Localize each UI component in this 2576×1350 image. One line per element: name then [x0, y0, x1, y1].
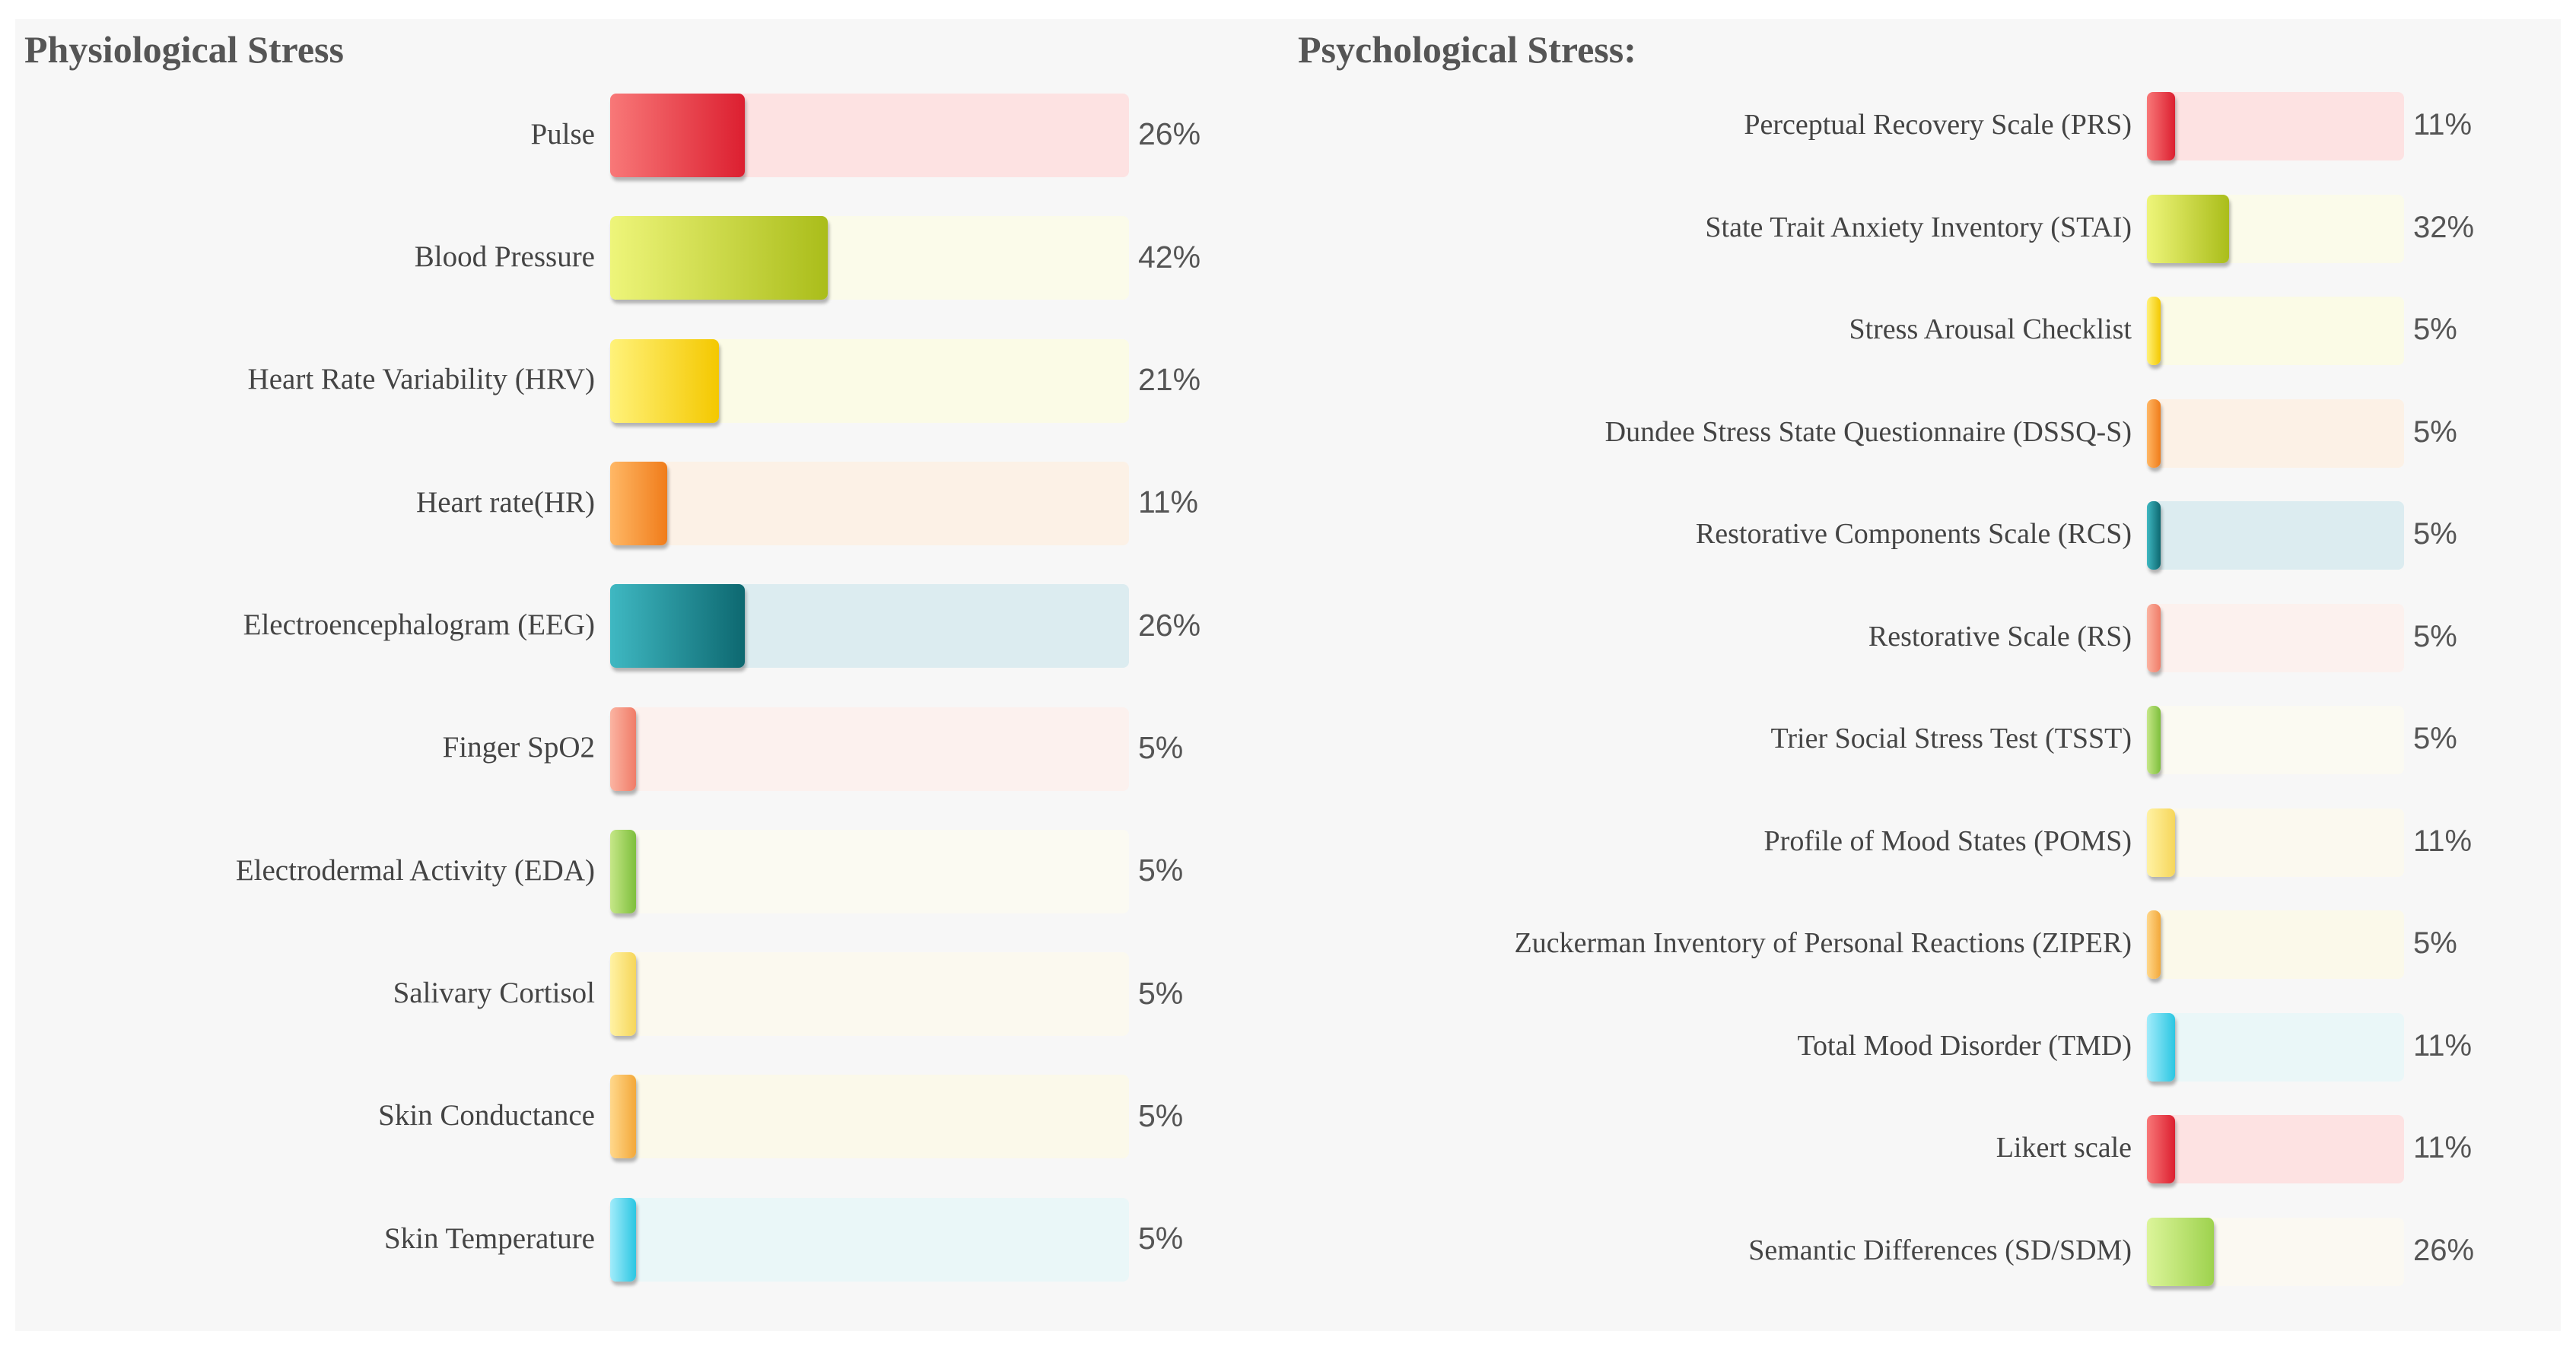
psycho-restorative-scale-rs-track: [2147, 603, 2404, 672]
physio-salivary-cortisol-track: [610, 952, 1129, 1037]
physio-heart-rate-hr-bar: [610, 461, 668, 545]
physio-salivary-cortisol-label: Salivary Cortisol: [393, 976, 595, 1009]
chart-frame: [15, 19, 2561, 1331]
physio-skin-temperature-bar: [610, 1197, 637, 1282]
psycho-total-mood-disorder-tmd-value: 11%: [2413, 1028, 2473, 1063]
psycho-dundee-stress-state-questionnaire-dssq-s-label: Dundee Stress State Questionnaire (DSSQ-…: [1604, 415, 2132, 448]
physio-skin-temperature-label: Skin Temperature: [383, 1221, 595, 1255]
physiological-stress-title: Physiological Stress: [24, 28, 344, 71]
physio-heart-rate-hr-label: Heart rate(HR): [416, 485, 595, 519]
physio-blood-pressure-bar: [610, 216, 828, 300]
psycho-state-trait-anxiety-inventory-stai-bar: [2147, 194, 2230, 263]
physio-finger-spo2-value: 5%: [1138, 729, 1184, 765]
physio-skin-temperature-track: [610, 1197, 1129, 1282]
physio-skin-conductance-value: 5%: [1138, 1097, 1184, 1133]
physio-electrodermal-activity-eda-label: Electrodermal Activity (EDA): [235, 853, 595, 887]
physio-salivary-cortisol-bar: [610, 952, 637, 1037]
physio-finger-spo2-label: Finger SpO2: [442, 731, 595, 764]
psycho-perceptual-recovery-scale-prs-label: Perceptual Recovery Scale (PRS): [1744, 109, 2132, 141]
psychological-stress-title: Psychological Stress:: [1298, 28, 1636, 71]
psycho-trier-social-stress-test-tsst-track: [2147, 706, 2404, 774]
psycho-stress-arousal-checklist-label: Stress Arousal Checklist: [1849, 313, 2132, 346]
psycho-restorative-scale-rs-value: 5%: [2413, 619, 2457, 653]
psycho-semantic-differences-sd-sdm-bar: [2147, 1217, 2214, 1286]
physio-electroencephalogram-eeg-bar: [610, 584, 746, 669]
physio-electrodermal-activity-eda-bar: [610, 829, 637, 913]
physio-pulse-label: Pulse: [530, 117, 595, 151]
psycho-state-trait-anxiety-inventory-stai-value: 32%: [2413, 210, 2475, 244]
physio-heart-rate-variability-hrv-bar: [610, 338, 720, 423]
psycho-stress-arousal-checklist-track: [2147, 297, 2404, 365]
psycho-restorative-components-scale-rcs-track: [2147, 501, 2404, 570]
physio-electrodermal-activity-eda-value: 5%: [1138, 853, 1184, 888]
physio-heart-rate-variability-hrv-label: Heart Rate Variability (HRV): [247, 363, 595, 396]
psycho-total-mood-disorder-tmd-bar: [2147, 1012, 2176, 1082]
psycho-trier-social-stress-test-tsst-label: Trier Social Stress Test (TSST): [1770, 723, 2132, 755]
psycho-stress-arousal-checklist-value: 5%: [2413, 313, 2457, 346]
physio-finger-spo2-bar: [610, 707, 637, 791]
psycho-trier-social-stress-test-tsst-value: 5%: [2413, 722, 2457, 755]
psycho-zuckerman-inventory-of-personal-reactions-ziper-value: 5%: [2413, 926, 2457, 960]
psycho-profile-of-mood-states-poms-bar: [2147, 808, 2176, 877]
psycho-stress-arousal-checklist-bar: [2147, 297, 2161, 365]
physio-skin-conductance-track: [610, 1075, 1129, 1159]
psycho-profile-of-mood-states-poms-value: 11%: [2413, 824, 2473, 858]
psycho-profile-of-mood-states-poms-track: [2147, 808, 2404, 877]
psycho-semantic-differences-sd-sdm-value: 26%: [2413, 1233, 2475, 1267]
physio-finger-spo2-track: [610, 707, 1129, 791]
psycho-perceptual-recovery-scale-prs-track: [2147, 92, 2404, 160]
psycho-trier-social-stress-test-tsst-bar: [2147, 706, 2161, 774]
psycho-restorative-components-scale-rcs-label: Restorative Components Scale (RCS): [1695, 518, 2132, 551]
psycho-dundee-stress-state-questionnaire-dssq-s-bar: [2147, 399, 2161, 468]
physio-skin-temperature-value: 5%: [1138, 1221, 1184, 1256]
physio-heart-rate-hr-value: 11%: [1138, 484, 1199, 520]
psycho-restorative-components-scale-rcs-bar: [2147, 501, 2161, 570]
physio-blood-pressure-value: 42%: [1138, 239, 1201, 275]
psycho-likert-scale-track: [2147, 1115, 2404, 1183]
psycho-zuckerman-inventory-of-personal-reactions-ziper-track: [2147, 910, 2404, 979]
psycho-profile-of-mood-states-poms-label: Profile of Mood States (POMS): [1763, 824, 2132, 857]
psycho-total-mood-disorder-tmd-label: Total Mood Disorder (TMD): [1797, 1029, 2132, 1062]
physio-pulse-value: 26%: [1138, 116, 1201, 152]
physio-salivary-cortisol-value: 5%: [1138, 975, 1184, 1011]
physio-electroencephalogram-eeg-label: Electroencephalogram (EEG): [243, 608, 595, 642]
physio-electrodermal-activity-eda-track: [610, 829, 1129, 913]
psycho-restorative-components-scale-rcs-value: 5%: [2413, 517, 2457, 551]
psycho-restorative-scale-rs-bar: [2147, 603, 2161, 672]
psycho-semantic-differences-sd-sdm-label: Semantic Differences (SD/SDM): [1748, 1234, 2132, 1266]
psycho-zuckerman-inventory-of-personal-reactions-ziper-label: Zuckerman Inventory of Personal Reaction…: [1514, 927, 2132, 960]
psycho-state-trait-anxiety-inventory-stai-label: State Trait Anxiety Inventory (STAI): [1705, 211, 2132, 243]
psycho-likert-scale-value: 11%: [2413, 1131, 2473, 1164]
psycho-dundee-stress-state-questionnaire-dssq-s-value: 5%: [2413, 415, 2457, 449]
psycho-zuckerman-inventory-of-personal-reactions-ziper-bar: [2147, 910, 2161, 979]
physio-electroencephalogram-eeg-value: 26%: [1138, 607, 1201, 643]
psycho-total-mood-disorder-tmd-track: [2147, 1012, 2404, 1082]
psycho-perceptual-recovery-scale-prs-bar: [2147, 92, 2176, 160]
psycho-restorative-scale-rs-label: Restorative Scale (RS): [1868, 620, 2132, 653]
psycho-dundee-stress-state-questionnaire-dssq-s-track: [2147, 399, 2404, 468]
psycho-likert-scale-label: Likert scale: [1996, 1132, 2132, 1164]
physio-heart-rate-hr-track: [610, 461, 1129, 545]
physio-heart-rate-variability-hrv-value: 21%: [1138, 362, 1201, 397]
physio-blood-pressure-label: Blood Pressure: [414, 240, 595, 274]
psycho-likert-scale-bar: [2147, 1115, 2176, 1183]
physio-skin-conductance-bar: [610, 1075, 637, 1159]
physio-pulse-bar: [610, 94, 746, 177]
psycho-perceptual-recovery-scale-prs-value: 11%: [2413, 108, 2473, 141]
physio-skin-conductance-label: Skin Conductance: [378, 1099, 595, 1132]
